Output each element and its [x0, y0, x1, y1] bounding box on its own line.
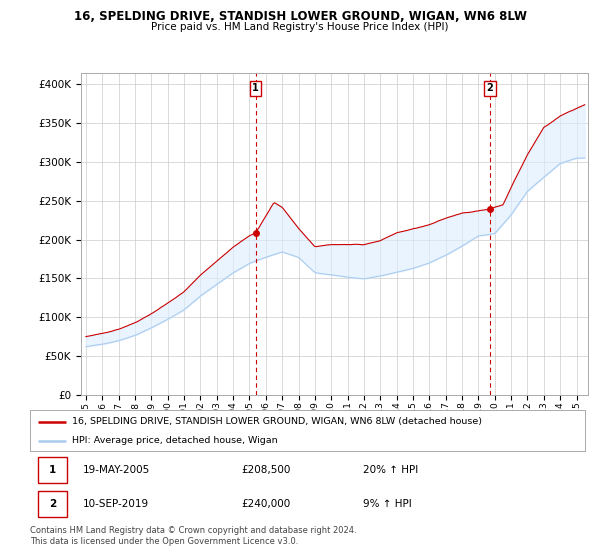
Text: HPI: Average price, detached house, Wigan: HPI: Average price, detached house, Wiga…	[71, 436, 277, 445]
Text: 2: 2	[487, 83, 493, 94]
FancyBboxPatch shape	[38, 491, 67, 517]
Text: 20% ↑ HPI: 20% ↑ HPI	[363, 465, 418, 475]
Text: Price paid vs. HM Land Registry's House Price Index (HPI): Price paid vs. HM Land Registry's House …	[151, 22, 449, 32]
Text: 19-MAY-2005: 19-MAY-2005	[83, 465, 150, 475]
Text: 1: 1	[49, 465, 56, 475]
Text: £240,000: £240,000	[241, 499, 290, 509]
Text: 9% ↑ HPI: 9% ↑ HPI	[363, 499, 412, 509]
Text: £208,500: £208,500	[241, 465, 290, 475]
Text: 1: 1	[252, 83, 259, 94]
FancyBboxPatch shape	[38, 457, 67, 483]
Text: Contains HM Land Registry data © Crown copyright and database right 2024.
This d: Contains HM Land Registry data © Crown c…	[30, 526, 356, 546]
Text: 10-SEP-2019: 10-SEP-2019	[83, 499, 149, 509]
Text: 16, SPELDING DRIVE, STANDISH LOWER GROUND, WIGAN, WN6 8LW: 16, SPELDING DRIVE, STANDISH LOWER GROUN…	[74, 10, 527, 23]
Text: 2: 2	[49, 499, 56, 509]
Text: 16, SPELDING DRIVE, STANDISH LOWER GROUND, WIGAN, WN6 8LW (detached house): 16, SPELDING DRIVE, STANDISH LOWER GROUN…	[71, 417, 482, 426]
